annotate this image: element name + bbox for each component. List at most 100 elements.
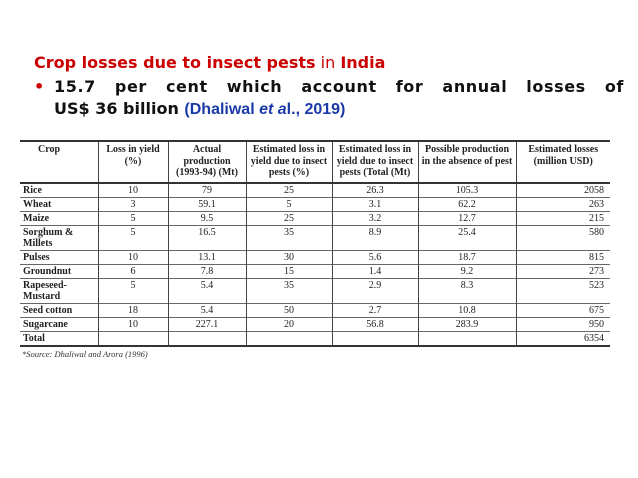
bullet-symbol: • xyxy=(34,77,45,96)
table-row: Sugarcane 10 227.1 20 56.8 283.9 950 xyxy=(20,317,610,331)
heading-part2: in xyxy=(315,53,341,72)
table-cell: 13.1 xyxy=(168,250,247,264)
table-cell: 9.5 xyxy=(168,211,247,225)
table-cell: 35 xyxy=(246,225,333,250)
column-header: Loss in yield (%) xyxy=(98,141,169,183)
table-total-row: Total 6354 xyxy=(20,331,610,346)
bullet-line-2: US$ 36 billion (Dhaliwal et al., 2019) xyxy=(34,98,624,121)
column-header: Possible production in the absence of pe… xyxy=(418,141,517,183)
table-cell: 1.4 xyxy=(332,264,419,278)
table-cell: 3.2 xyxy=(332,211,419,225)
table-cell-empty xyxy=(332,331,419,346)
table-cell: 523 xyxy=(589,279,604,291)
table-cell: 3.1 xyxy=(332,197,419,211)
table-cell: 15 xyxy=(246,264,333,278)
table-cell: 273 xyxy=(589,265,604,277)
table-row: Groundnut 6 7.8 15 1.4 9.2 273 xyxy=(20,264,610,278)
table-row: Rapeseed-Mustard 5 5.4 35 2.9 8.3 523 xyxy=(20,278,610,303)
table-cell: 5.4 xyxy=(168,303,247,317)
table-cell: 5 xyxy=(98,278,169,303)
table-cell: 30 xyxy=(246,250,333,264)
table-cell: 10 xyxy=(98,250,169,264)
table-body: Rice 10 79 25 26.3 105.3 2058 Wheat 3 59.1 5 3.1 62.… xyxy=(20,182,610,346)
table-row: Sorghum & Millets 5 16.5 35 8.9 25.4 580 xyxy=(20,225,610,250)
table-cell: 10.8 xyxy=(418,303,517,317)
table-cell-empty xyxy=(98,331,169,346)
table-cell: 10 xyxy=(98,317,169,331)
table-row: Rice 10 79 25 26.3 105.3 2058 xyxy=(20,182,610,197)
bullet-line-1: 15.7 per cent which account for annual l… xyxy=(54,77,624,96)
table-cell: 5 xyxy=(246,197,333,211)
table-cell: 10 xyxy=(98,182,169,197)
table-cell-empty xyxy=(168,331,247,346)
table-cell: 35 xyxy=(246,278,333,303)
total-label: Total xyxy=(20,331,99,346)
table-cell-empty xyxy=(246,331,333,346)
column-header: Estimated losses (million USD) xyxy=(528,144,599,167)
table-cell: 5.4 xyxy=(168,278,247,303)
table-cell: 59.1 xyxy=(168,197,247,211)
table-cell: 283.9 xyxy=(418,317,517,331)
column-header: Actual production (1993-94) (Mt) xyxy=(168,141,247,183)
table-cell: 18 xyxy=(98,303,169,317)
table-cell: 20 xyxy=(246,317,333,331)
crop-name-cell: Groundnut xyxy=(20,264,99,278)
table-cell: 227.1 xyxy=(168,317,247,331)
table-cell: 56.8 xyxy=(332,317,419,331)
crop-name-cell: Seed cotton xyxy=(20,303,99,317)
citation-author: (Dhaliwal xyxy=(184,101,260,118)
table-cell: 6 xyxy=(98,264,169,278)
crop-name-cell: Wheat xyxy=(20,197,99,211)
table-cell: 3 xyxy=(98,197,169,211)
table-cell: 18.7 xyxy=(418,250,517,264)
table-cell: 25 xyxy=(246,211,333,225)
crop-name-cell: Rice xyxy=(20,182,99,197)
table-cell: 675 xyxy=(589,304,604,316)
table-cell: 580 xyxy=(589,226,604,238)
table-row: Seed cotton 18 5.4 50 2.7 10.8 675 xyxy=(20,303,610,317)
crop-name-cell: Sugarcane xyxy=(20,317,99,331)
bullet-line-2-text: US$ 36 billion xyxy=(54,99,179,118)
total-value: 6354 xyxy=(584,332,604,344)
slide-text: Crop losses due to insect pests in India… xyxy=(34,52,624,121)
table-cell: 5.6 xyxy=(332,250,419,264)
data-table-container: Crop Loss in yield (%) Actual production… xyxy=(20,140,610,359)
table-cell: 16.5 xyxy=(168,225,247,250)
column-header: Estimated loss in yield due to insect pe… xyxy=(246,141,333,183)
table-cell: 12.7 xyxy=(418,211,517,225)
column-header: Crop xyxy=(20,141,99,183)
crop-name-cell: Pulses xyxy=(20,250,99,264)
slide-heading: Crop losses due to insect pests in India xyxy=(34,52,624,74)
table-cell: 26.3 xyxy=(332,182,419,197)
table-cell: 9.2 xyxy=(418,264,517,278)
table-cell: 105.3 xyxy=(418,182,517,197)
heading-part1: Crop losses due to insect pests xyxy=(34,53,316,72)
table-row: Wheat 3 59.1 5 3.1 62.2 263 xyxy=(20,197,610,211)
table-cell: 5 xyxy=(98,211,169,225)
table-cell: 7.8 xyxy=(168,264,247,278)
column-header: Estimated loss in yield due to insect pe… xyxy=(332,141,419,183)
table-cell: 50 xyxy=(246,303,333,317)
citation-etal: et a xyxy=(259,101,287,118)
table-cell: 25 xyxy=(246,182,333,197)
citation-rest: l., 2019) xyxy=(286,101,346,118)
table-cell: 950 xyxy=(589,318,604,330)
crop-name-cell: Sorghum & Millets xyxy=(20,225,99,250)
table-cell: 62.2 xyxy=(418,197,517,211)
citation: (Dhaliwal et al., 2019) xyxy=(184,101,345,118)
table-cell: 79 xyxy=(168,182,247,197)
table-header-row: Crop Loss in yield (%) Actual production… xyxy=(20,141,610,183)
table-cell: 5 xyxy=(98,225,169,250)
table-cell: 215 xyxy=(589,212,604,224)
table-cell: 263 xyxy=(589,198,604,210)
table-cell: 2.9 xyxy=(332,278,419,303)
crop-name-cell: Rapeseed-Mustard xyxy=(20,278,99,303)
crop-loss-table: Crop Loss in yield (%) Actual production… xyxy=(20,140,610,347)
table-cell: 2058 xyxy=(584,184,604,196)
table-cell: 815 xyxy=(589,251,604,263)
table-row: Pulses 10 13.1 30 5.6 18.7 815 xyxy=(20,250,610,264)
bullet-item: • 15.7 per cent which account for annual… xyxy=(34,76,624,98)
crop-name-cell: Maize xyxy=(20,211,99,225)
table-cell: 2.7 xyxy=(332,303,419,317)
table-row: Maize 5 9.5 25 3.2 12.7 215 xyxy=(20,211,610,225)
